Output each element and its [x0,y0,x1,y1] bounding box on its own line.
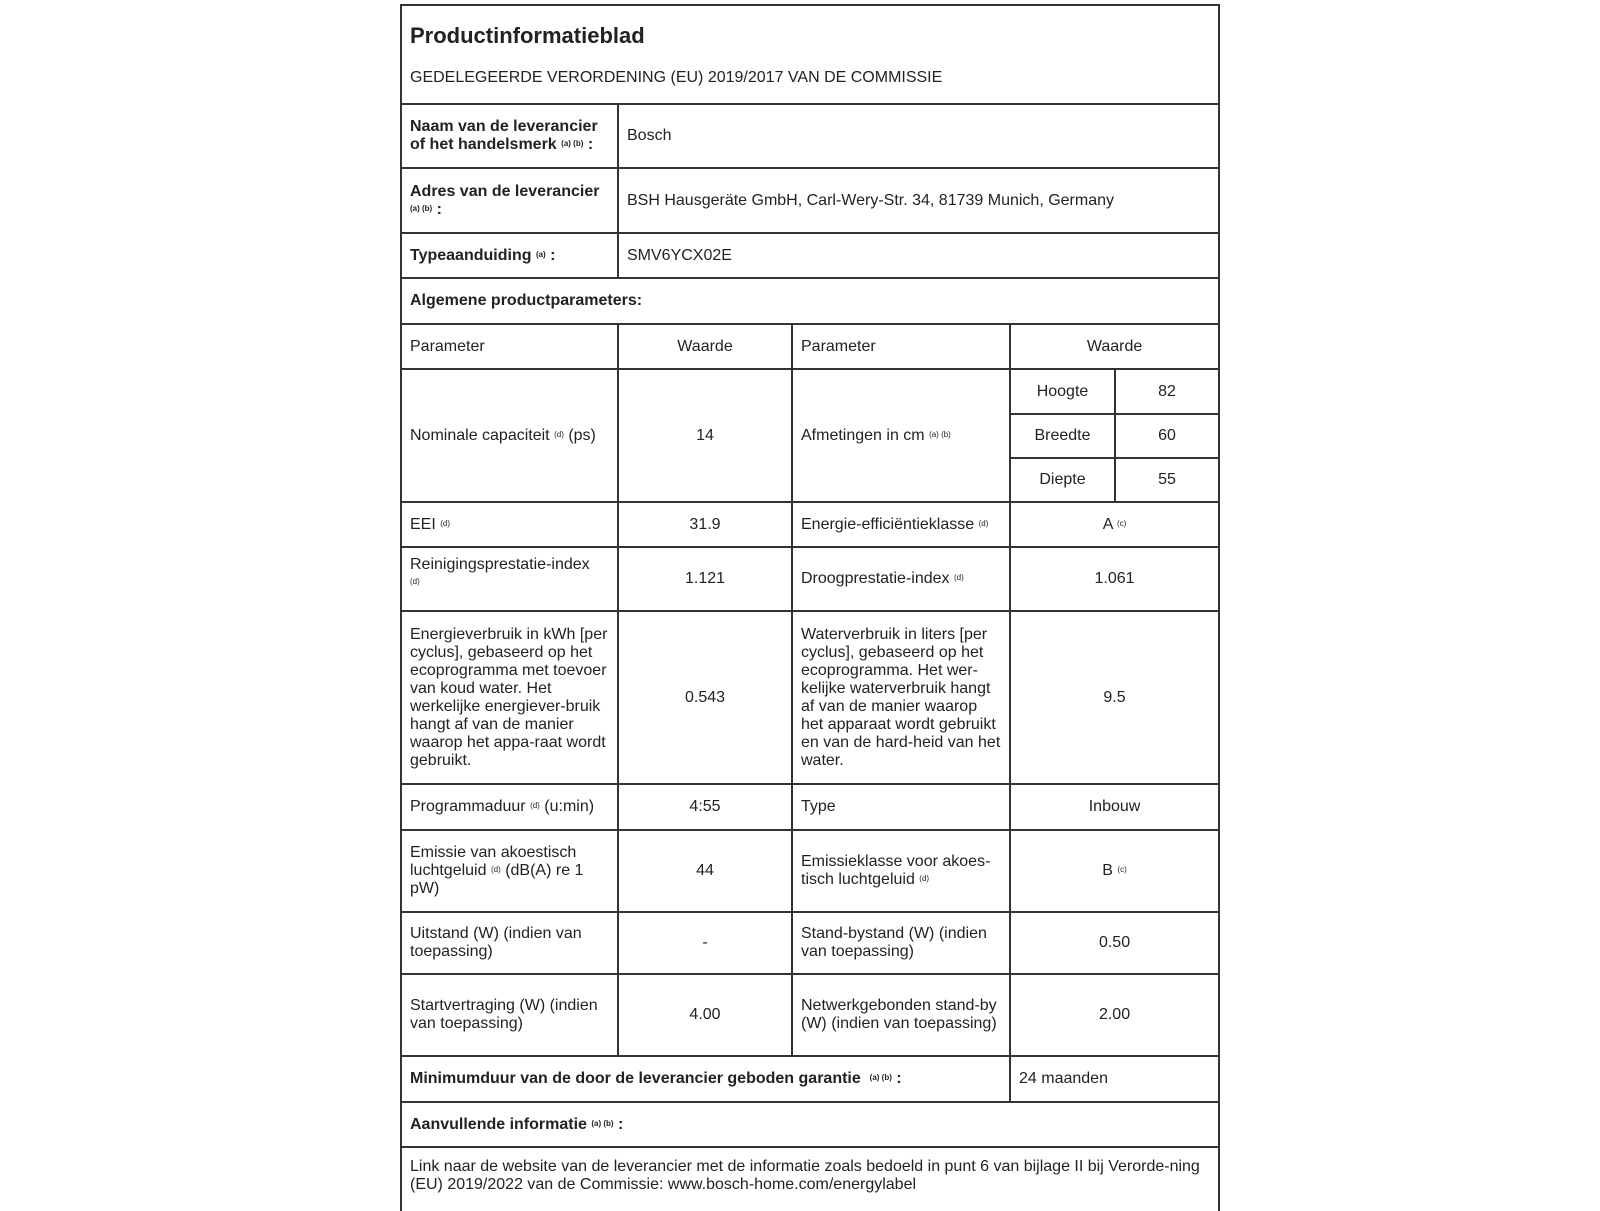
delay-start-value: 4.00 [617,973,793,1057]
noise-class-label: Emissieklasse voor akoes-tisch luchtgelu… [791,829,1011,913]
standby-value: 0.50 [1008,911,1221,975]
model-value: SMV6YCX02E [616,232,1221,279]
depth-row: Diepte 55 [401,457,1221,503]
capacity-row: Nominale capaciteit (d) (ps) 14 Afmeting… [400,368,1221,503]
duration-row: Programmaduur (d) (u:min) 4:55 Type Inbo… [400,783,1221,831]
off-mode-value: - [617,911,793,975]
network-standby-label: Netwerkgebonden stand-by (W) (indien van… [791,973,1011,1057]
noise-label: Emissie van akoestisch luchtgeluid (d) (… [400,829,619,913]
header-cell: Productinformatieblad GEDELEGEERDE VEROR… [399,4,1221,105]
capacity-label: Nominale capaciteit (d) (ps) [400,368,619,503]
page-title: Productinformatieblad [410,22,645,48]
cleaning-row: Reinigingsprestatie-index (d) 1.121 Droog… [400,546,1221,612]
energy-class-label: Energie-efficiëntieklasse (d) [791,501,1011,548]
delay-start-label: Startvertraging (W) (indien van toepassi… [400,973,619,1057]
address-value: BSH Hausgeräte GmbH, Carl-Wery-Str. 34, … [616,167,1221,234]
column-header-value-2: Waarde [1008,323,1221,370]
width-label: Breedte [1009,413,1116,459]
duration-label: Programmaduur (d) (u:min) [400,783,619,831]
noise-class-value: B (c) [1008,829,1221,913]
delay-row: Startvertraging (W) (indien van toepassi… [400,973,1221,1057]
general-header-row: Algemene productparameters: [399,277,1221,325]
header-row: Productinformatieblad GEDELEGEERDE VEROR… [399,4,1221,105]
energy-class-value: A (c) [1008,501,1221,548]
width-row: Breedte 60 [401,413,1221,459]
off-mode-label: Uitstand (W) (indien van toepassing) [400,911,619,975]
consumption-row: Energieverbruik in kWh [per cyclus], geb… [400,610,1221,785]
power-row: Uitstand (W) (indien van toepassing) - S… [400,911,1221,975]
cleaning-label: Reinigingsprestatie-index (d) [400,546,619,612]
height-value: 82 [1113,368,1221,415]
dimensions-label: Afmetingen in cm (a) (b) [791,368,1011,503]
cleaning-value: 1.121 [617,546,793,612]
address-row: Adres van de leverancier (a) (b) : BSH H… [400,167,1221,234]
eei-value: 31.9 [617,501,793,548]
supplier-value: Bosch [616,103,1221,169]
column-header-row: Parameter Waarde Parameter Waarde [400,323,1221,370]
product-information-sheet: Productinformatieblad GEDELEGEERDE VEROR… [399,4,1221,1211]
drying-label: Droogprestatie-index (d) [791,546,1011,612]
capacity-value: 14 [617,368,793,503]
supplier-label: Naam van de leverancier of het handelsme… [400,103,619,169]
supplier-row: Naam van de leverancier of het handelsme… [400,103,1221,169]
depth-label: Diepte [1009,457,1116,503]
noise-value: 44 [617,829,793,913]
depth-value: 55 [1113,457,1221,503]
eei-label: EEI (d) [400,501,619,548]
page-subtitle: GEDELEGEERDE VERORDENING (EU) 2019/2017 … [410,68,943,86]
network-standby-value: 2.00 [1008,973,1221,1057]
additional-row: Aanvullende informatie (a) (b) : [399,1101,1221,1148]
type-value: Inbouw [1008,783,1221,831]
column-header-value-1: Waarde [617,323,793,370]
standby-label: Stand-bystand (W) (indien van toepassing… [791,911,1011,975]
drying-value: 1.061 [1008,546,1221,612]
water-label: Waterverbruik in liters [per cyclus], ge… [791,610,1011,785]
model-row: Typeaanduiding (a) : SMV6YCX02E [400,232,1221,279]
warranty-row: Minimumduur van de door de leverancier g… [400,1055,1221,1103]
model-label: Typeaanduiding (a) : [400,232,619,279]
duration-value: 4:55 [617,783,793,831]
column-header-parameter-2: Parameter [791,323,1011,370]
energy-value: 0.543 [617,610,793,785]
warranty-value: 24 maanden [1008,1055,1221,1103]
type-label: Type [791,783,1011,831]
water-value: 9.5 [1008,610,1221,785]
additional-label: Aanvullende informatie (a) (b) : [399,1101,1221,1148]
eei-row: EEI (d) 31.9 Energie-efficiëntieklasse (… [400,501,1221,548]
link-row: Link naar de website van de leverancier … [399,1146,1221,1211]
address-label: Adres van de leverancier (a) (b) : [400,167,619,234]
general-header: Algemene productparameters: [399,277,1221,325]
column-header-parameter-1: Parameter [400,323,619,370]
noise-row: Emissie van akoestisch luchtgeluid (d) (… [400,829,1221,913]
supplier-website-text: Link naar de website van de leverancier … [399,1146,1221,1211]
warranty-label: Minimumduur van de door de leverancier g… [400,1055,1011,1103]
energy-label: Energieverbruik in kWh [per cyclus], geb… [400,610,619,785]
width-value: 60 [1113,413,1221,459]
height-label: Hoogte [1009,368,1116,415]
